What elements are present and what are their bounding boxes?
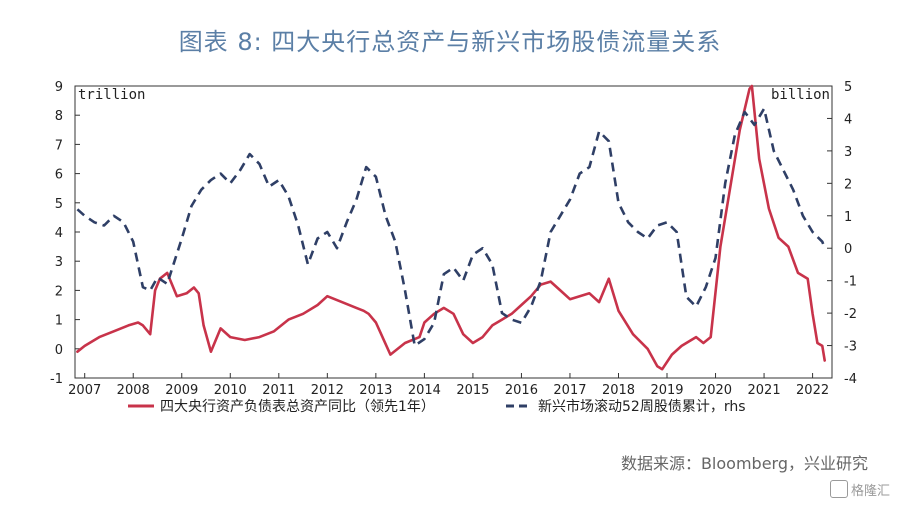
right-tick-label: -3 <box>844 340 857 355</box>
right-tick-label: 0 <box>844 242 852 257</box>
x-tick-label: 2018 <box>602 383 635 398</box>
left-tick-label: 3 <box>55 255 63 270</box>
x-tick-label: 2022 <box>796 383 829 398</box>
x-tick-label: 2017 <box>553 383 586 398</box>
watermark: 格隆汇 <box>829 480 890 499</box>
x-tick-label: 2014 <box>408 383 441 398</box>
left-tick-label: 4 <box>55 226 63 241</box>
left-tick-label: -1 <box>50 372 63 387</box>
right-tick-label: -2 <box>844 307 857 322</box>
left-tick-label: 1 <box>55 314 63 329</box>
x-tick-label: 2011 <box>262 383 295 398</box>
x-tick-label: 2012 <box>311 383 344 398</box>
legend: 四大央行资产负债表总资产同比（领先1年） 新兴市场滚动52周股债累计，rhs <box>128 398 746 415</box>
legend-label: 四大央行资产负债表总资产同比（领先1年） <box>160 399 435 415</box>
x-tick-label: 2010 <box>214 383 247 398</box>
left-tick-label: 0 <box>55 343 63 358</box>
x-tick-label: 2019 <box>650 383 683 398</box>
watermark-logo-icon <box>829 480 848 498</box>
left-tick-label: 9 <box>55 80 63 95</box>
right-tick-label: 2 <box>844 177 852 192</box>
left-tick-label: 6 <box>55 168 63 183</box>
x-tick-label: 2013 <box>359 383 392 398</box>
left-tick-label: 7 <box>55 138 63 153</box>
x-tick-label: 2007 <box>68 383 101 398</box>
left-tick-label: 5 <box>55 197 63 212</box>
right-tick-label: 4 <box>844 112 852 127</box>
left-tick-label: 2 <box>55 284 63 299</box>
chart-title: 图表 8: 四大央行总资产与新兴市场股债流量关系 <box>178 28 722 56</box>
series-line-em-flows <box>76 107 826 347</box>
left-axis-unit: trillion <box>78 87 145 103</box>
right-tick-label: 1 <box>844 210 852 225</box>
right-axis-unit: billion <box>771 87 830 103</box>
right-tick-label: -1 <box>844 275 857 290</box>
left-tick-label: 8 <box>55 109 63 124</box>
source-note: 数据来源：Bloomberg，兴业研究 <box>620 454 868 473</box>
x-tick-label: 2016 <box>505 383 538 398</box>
series-layer <box>76 84 827 371</box>
x-tick-label: 2015 <box>456 383 489 398</box>
watermark-text: 格隆汇 <box>850 484 890 499</box>
axis-ticks <box>75 85 832 379</box>
right-tick-label: -4 <box>844 372 857 387</box>
legend-label: 新兴市场滚动52周股债累计，rhs <box>538 398 746 415</box>
x-tick-label: 2021 <box>748 383 781 398</box>
x-tick-label: 2008 <box>117 383 150 398</box>
x-tick-label: 2009 <box>165 383 198 398</box>
x-tick-label: 2020 <box>699 383 732 398</box>
right-tick-label: 3 <box>844 145 852 160</box>
series-line-cb-assets <box>76 84 827 371</box>
axis-labels: -1 0 1 2 3 4 5 6 7 8 9 -4 -3 -2 -1 0 1 2 3 4 5 2007 2008 2009 20… <box>50 80 857 398</box>
right-tick-label: 5 <box>844 80 852 95</box>
